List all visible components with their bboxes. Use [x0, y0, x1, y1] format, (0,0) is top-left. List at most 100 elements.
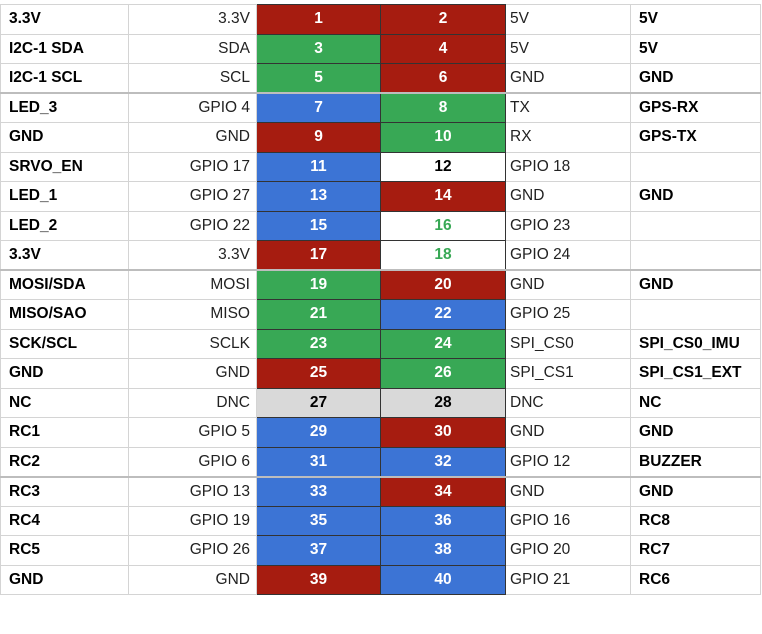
left-gpio-cell: 3.3V — [128, 4, 257, 35]
left-function-cell: RC5 — [0, 535, 129, 566]
left-function-cell: GND — [0, 122, 129, 153]
left-function-cell: RC4 — [0, 505, 129, 536]
right-gpio-cell: GPIO 12 — [505, 446, 631, 477]
left-function-cell: RC1 — [0, 417, 129, 448]
left-pin-number: 35 — [256, 505, 381, 536]
right-pin-number: 36 — [380, 505, 506, 536]
right-pin-number: 12 — [380, 151, 506, 182]
right-pin-number: 18 — [380, 240, 506, 271]
left-pin-number: 31 — [256, 446, 381, 477]
pin-row: RC3 GPIO 13 33 34 GND GND — [0, 475, 761, 507]
pin-row: LED_3 GPIO 4 7 8 TX GPS-RX — [0, 92, 761, 123]
left-function-cell: SCK/SCL — [0, 328, 129, 359]
left-pin-number: 3 — [256, 33, 381, 64]
right-function-cell: 5V — [630, 4, 761, 35]
pin-row: LED_1 GPIO 27 13 14 GND GND — [0, 181, 761, 212]
right-function-cell: 5V — [630, 33, 761, 64]
right-gpio-cell: 5V — [505, 4, 631, 35]
right-pin-number: 14 — [380, 181, 506, 212]
pin-row: 3.3V 3.3V 1 2 5V 5V — [0, 4, 761, 35]
right-gpio-cell: GPIO 21 — [505, 564, 631, 595]
left-function-cell: 3.3V — [0, 4, 129, 35]
pin-row: SRVO_EN GPIO 17 11 12 GPIO 18 — [0, 151, 761, 182]
left-function-cell: MISO/SAO — [0, 299, 129, 330]
left-gpio-cell: GPIO 5 — [128, 417, 257, 448]
pin-row: RC2 GPIO 6 31 32 GPIO 12 BUZZER — [0, 446, 761, 477]
left-gpio-cell: GPIO 17 — [128, 151, 257, 182]
left-gpio-cell: SCLK — [128, 328, 257, 359]
right-pin-number: 34 — [380, 475, 506, 507]
right-gpio-cell: SPI_CS0 — [505, 328, 631, 359]
pin-row: RC4 GPIO 19 35 36 GPIO 16 RC8 — [0, 505, 761, 536]
left-function-cell: RC2 — [0, 446, 129, 477]
pin-row: MOSI/SDA MOSI 19 20 GND GND — [0, 269, 761, 300]
left-pin-number: 17 — [256, 240, 381, 271]
pin-row: RC5 GPIO 26 37 38 GPIO 20 RC7 — [0, 535, 761, 566]
right-function-cell: GND — [630, 269, 761, 300]
pin-row: GND GND 9 10 RX GPS-TX — [0, 122, 761, 153]
right-function-cell: GND — [630, 475, 761, 507]
right-pin-number: 38 — [380, 535, 506, 566]
right-pin-number: 8 — [380, 92, 506, 123]
right-function-cell: RC8 — [630, 505, 761, 536]
right-function-cell: RC7 — [630, 535, 761, 566]
right-gpio-cell: SPI_CS1 — [505, 358, 631, 389]
left-gpio-cell: GPIO 27 — [128, 181, 257, 212]
right-function-cell: BUZZER — [630, 446, 761, 477]
left-function-cell: RC3 — [0, 475, 129, 507]
left-pin-number: 39 — [256, 564, 381, 595]
left-pin-number: 19 — [256, 269, 381, 300]
right-function-cell: GND — [630, 417, 761, 448]
left-function-cell: LED_3 — [0, 92, 129, 123]
right-pin-number: 16 — [380, 210, 506, 241]
left-pin-number: 33 — [256, 475, 381, 507]
pin-row: GND GND 39 40 GPIO 21 RC6 — [0, 564, 761, 595]
right-gpio-cell: GPIO 16 — [505, 505, 631, 536]
left-gpio-cell: GPIO 22 — [128, 210, 257, 241]
left-pin-number: 21 — [256, 299, 381, 330]
right-gpio-cell: GPIO 20 — [505, 535, 631, 566]
pin-row: I2C-1 SCL SCL 5 6 GND GND — [0, 63, 761, 94]
right-function-cell — [630, 299, 761, 330]
right-gpio-cell: GPIO 18 — [505, 151, 631, 182]
right-gpio-cell: TX — [505, 92, 631, 123]
pin-row: LED_2 GPIO 22 15 16 GPIO 23 — [0, 210, 761, 241]
left-function-cell: I2C-1 SDA — [0, 33, 129, 64]
right-function-cell: RC6 — [630, 564, 761, 595]
left-function-cell: MOSI/SDA — [0, 269, 129, 300]
right-function-cell: SPI_CS0_IMU — [630, 328, 761, 359]
right-gpio-cell: GPIO 24 — [505, 240, 631, 271]
right-gpio-cell: GND — [505, 269, 631, 300]
pin-row: GND GND 25 26 SPI_CS1 SPI_CS1_EXT — [0, 358, 761, 389]
right-pin-number: 32 — [380, 446, 506, 477]
right-pin-number: 6 — [380, 63, 506, 94]
gpio-pinout-table: 3.3V 3.3V 1 2 5V 5V I2C-1 SDA SDA 3 4 5V 5V I2C-1 SC… — [0, 4, 761, 595]
left-function-cell: LED_2 — [0, 210, 129, 241]
right-function-cell: GPS-TX — [630, 122, 761, 153]
left-gpio-cell: GND — [128, 358, 257, 389]
left-gpio-cell: GPIO 19 — [128, 505, 257, 536]
left-pin-number: 7 — [256, 92, 381, 123]
right-function-cell: GND — [630, 181, 761, 212]
pin-row: NC DNC 27 28 DNC NC — [0, 387, 761, 418]
left-pin-number: 37 — [256, 535, 381, 566]
right-pin-number: 2 — [380, 4, 506, 35]
left-gpio-cell: DNC — [128, 387, 257, 418]
left-pin-number: 15 — [256, 210, 381, 241]
left-gpio-cell: MISO — [128, 299, 257, 330]
right-pin-number: 28 — [380, 387, 506, 418]
right-pin-number: 26 — [380, 358, 506, 389]
right-pin-number: 22 — [380, 299, 506, 330]
right-function-cell — [630, 240, 761, 271]
pin-row: RC1 GPIO 5 29 30 GND GND — [0, 417, 761, 448]
right-pin-number: 4 — [380, 33, 506, 64]
right-pin-number: 20 — [380, 269, 506, 300]
right-gpio-cell: DNC — [505, 387, 631, 418]
left-gpio-cell: 3.3V — [128, 240, 257, 271]
right-gpio-cell: GND — [505, 475, 631, 507]
right-gpio-cell: GND — [505, 417, 631, 448]
pin-row: SCK/SCL SCLK 23 24 SPI_CS0 SPI_CS0_IMU — [0, 328, 761, 359]
left-gpio-cell: GPIO 6 — [128, 446, 257, 477]
left-pin-number: 13 — [256, 181, 381, 212]
right-pin-number: 30 — [380, 417, 506, 448]
